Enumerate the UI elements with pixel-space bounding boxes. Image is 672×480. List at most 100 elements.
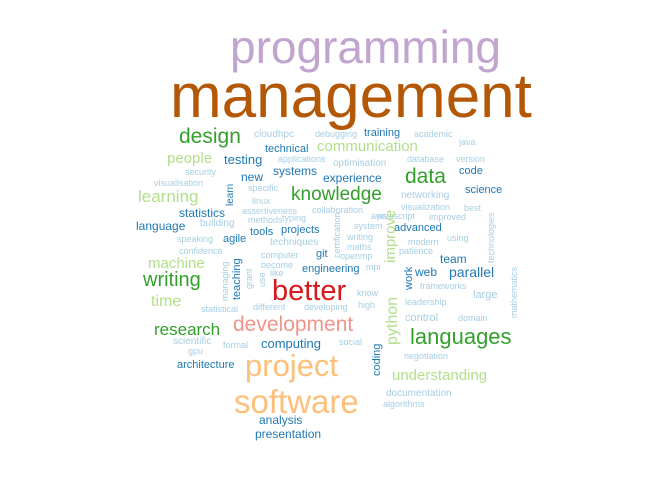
- cloud-word-linux: linux: [252, 196, 271, 206]
- cloud-word-machine: machine: [148, 255, 205, 272]
- cloud-word-gpu: gpu: [188, 346, 204, 356]
- cloud-word-understanding: understanding: [392, 367, 488, 384]
- cloud-word-statistics: statistics: [179, 206, 226, 220]
- cloud-word-python: python: [384, 296, 401, 345]
- cloud-word-science: science: [465, 184, 503, 196]
- cloud-word-assertiveness: assertiveness: [242, 206, 298, 216]
- cloud-word-domain: domain: [458, 313, 488, 323]
- cloud-word-technologies: technologies: [486, 212, 496, 263]
- cloud-word-code: code: [459, 165, 483, 177]
- cloud-word-language: language: [136, 219, 186, 233]
- cloud-word-development: development: [233, 313, 354, 336]
- cloud-word-design: design: [179, 125, 241, 148]
- cloud-word-learning: learning: [138, 187, 199, 206]
- cloud-word-teaching: teaching: [231, 258, 243, 300]
- cloud-word-frameworks: frameworks: [420, 281, 467, 291]
- cloud-word-typing: typing: [282, 213, 307, 223]
- cloud-word-openmp: openmp: [340, 251, 373, 261]
- cloud-word-learn: learn: [225, 183, 236, 206]
- cloud-word-computer: computer: [261, 250, 299, 260]
- cloud-word-programming: programming: [230, 21, 501, 73]
- cloud-word-parallel: parallel: [449, 264, 495, 280]
- cloud-word-best: best: [464, 203, 482, 213]
- cloud-word-like: like: [270, 268, 284, 278]
- cloud-word-social: social: [339, 337, 363, 347]
- cloud-word-database: database: [407, 154, 445, 164]
- cloud-word-debugging: debugging: [315, 129, 358, 139]
- cloud-word-algorithms: algorithms: [383, 399, 425, 409]
- cloud-word-better: better: [272, 275, 347, 307]
- cloud-word-know: know: [357, 288, 379, 298]
- cloud-word-formal: formal: [223, 340, 249, 350]
- cloud-word-grant: grant: [244, 268, 254, 289]
- cloud-word-scientific: scientific: [173, 336, 212, 347]
- cloud-word-aws: aws: [371, 211, 388, 221]
- cloud-word-agile: agile: [223, 233, 247, 245]
- cloud-word-use: use: [257, 272, 267, 287]
- cloud-word-documentation: documentation: [386, 388, 452, 399]
- cloud-word-communication: communication: [317, 138, 418, 155]
- cloud-word-team: team: [440, 252, 467, 266]
- cloud-word-methods: methods: [248, 215, 283, 225]
- cloud-word-git: git: [316, 248, 328, 260]
- cloud-word-analysis: analysis: [259, 413, 303, 427]
- cloud-word-negotiation: negotiation: [404, 351, 449, 361]
- cloud-word-applications: applications: [278, 154, 326, 164]
- cloud-word-collaboration: collaboration: [312, 205, 364, 215]
- cloud-word-training: training: [364, 127, 401, 139]
- cloud-word-different: different: [253, 302, 286, 312]
- cloud-word-people: people: [167, 150, 213, 167]
- cloud-word-specific: specific: [248, 183, 279, 193]
- cloud-word-coding: coding: [371, 343, 383, 376]
- cloud-word-data: data: [405, 165, 446, 188]
- cloud-word-mpi: mpi: [366, 262, 381, 272]
- cloud-word-leadership: leadership: [405, 297, 447, 307]
- cloud-word-advanced: advanced: [394, 222, 442, 234]
- cloud-word-projects: projects: [281, 224, 320, 236]
- cloud-word-developing: developing: [304, 302, 348, 312]
- cloud-word-new: new: [241, 170, 264, 184]
- cloud-word-managing: managing: [220, 261, 230, 301]
- cloud-word-techniques: techniques: [270, 237, 319, 248]
- cloud-word-networking: networking: [401, 190, 450, 201]
- cloud-word-testing: testing: [224, 152, 263, 167]
- cloud-word-building: building: [200, 218, 235, 229]
- cloud-word-writing: writing: [347, 232, 374, 242]
- cloud-word-system: system: [354, 221, 383, 231]
- cloud-word-software: software: [234, 383, 359, 420]
- cloud-word-mathematics: mathematics: [509, 266, 519, 318]
- cloud-word-control: control: [405, 312, 439, 324]
- cloud-word-presentation: presentation: [255, 427, 322, 441]
- cloud-word-confidence: confidence: [179, 246, 223, 256]
- cloud-word-optimisation: optimisation: [333, 158, 387, 169]
- cloud-word-academic: academic: [414, 129, 453, 139]
- cloud-word-languages: languages: [410, 324, 512, 349]
- cloud-word-architecture: architecture: [177, 359, 235, 371]
- cloud-word-speaking: speaking: [177, 234, 214, 244]
- cloud-word-become: become: [261, 260, 294, 270]
- cloud-word-visualisation: visualisation: [154, 178, 204, 188]
- cloud-word-experience: experience: [323, 171, 382, 185]
- cloud-word-large: large: [473, 289, 498, 301]
- cloud-word-management: management: [170, 62, 532, 131]
- cloud-word-engineering: engineering: [302, 263, 360, 275]
- cloud-word-maths: maths: [347, 242, 372, 252]
- cloud-word-computing: computing: [261, 336, 321, 351]
- cloud-word-using: using: [447, 233, 469, 243]
- cloud-word-version: version: [456, 154, 486, 164]
- cloud-word-technical: technical: [265, 143, 309, 155]
- cloud-word-statistical: statistical: [201, 304, 239, 314]
- cloud-word-web: web: [415, 265, 438, 279]
- cloud-word-high: high: [358, 300, 376, 310]
- cloud-word-project: project: [245, 348, 339, 383]
- cloud-word-work: work: [403, 266, 415, 290]
- cloud-word-java: java: [459, 137, 476, 147]
- cloud-word-javascript: javascript: [377, 211, 416, 221]
- cloud-word-modern: modern: [408, 237, 439, 247]
- cloud-word-tools: tools: [250, 226, 274, 238]
- cloud-word-systems: systems: [273, 164, 318, 178]
- cloud-word-visualization: visualization: [401, 202, 451, 212]
- cloud-word-time: time: [151, 293, 182, 310]
- cloud-word-cloudhpc: cloudhpc: [254, 129, 295, 140]
